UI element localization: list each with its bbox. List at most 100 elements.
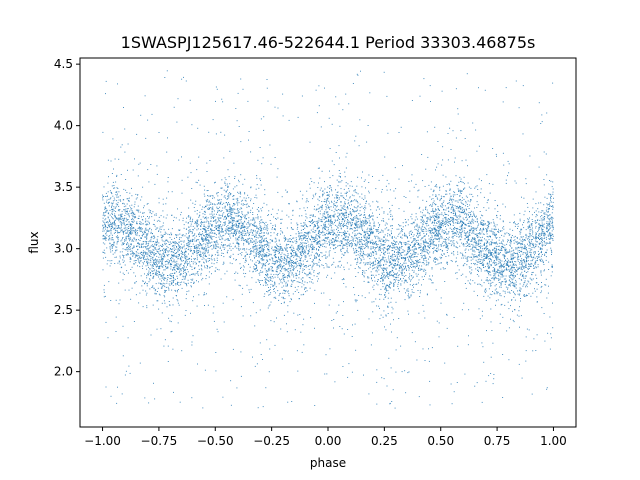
data-point: [204, 189, 206, 191]
data-point: [167, 259, 169, 261]
data-point: [123, 221, 125, 223]
data-point: [405, 279, 407, 281]
data-point: [130, 244, 132, 246]
data-point: [295, 261, 297, 263]
data-point: [110, 300, 112, 301]
data-point: [520, 240, 522, 242]
data-point: [497, 257, 499, 259]
data-point: [386, 179, 388, 181]
data-point: [267, 249, 269, 251]
data-point: [405, 392, 407, 394]
data-point: [244, 233, 246, 235]
data-point: [326, 226, 328, 228]
data-point: [130, 225, 132, 226]
data-point: [172, 241, 174, 243]
data-point: [402, 251, 404, 253]
data-point: [341, 235, 343, 237]
data-point: [446, 250, 448, 251]
data-point: [363, 230, 365, 232]
data-point: [476, 274, 478, 275]
data-point: [253, 246, 255, 248]
data-point: [497, 278, 499, 279]
data-point: [313, 262, 315, 264]
data-point: [508, 259, 510, 261]
data-point: [105, 80, 107, 82]
data-point: [205, 236, 207, 238]
data-point: [164, 277, 166, 279]
data-point: [435, 225, 437, 227]
data-point: [222, 263, 224, 265]
data-point: [161, 302, 163, 304]
data-point: [311, 243, 313, 245]
data-point: [401, 244, 403, 246]
data-point: [161, 312, 163, 314]
data-point: [483, 260, 485, 261]
data-point: [259, 227, 261, 228]
data-point: [172, 281, 174, 283]
data-point: [170, 259, 172, 261]
data-point: [380, 243, 382, 245]
data-point: [106, 210, 108, 212]
data-point: [490, 282, 492, 284]
data-point: [333, 204, 335, 206]
data-point: [314, 289, 316, 291]
data-point: [134, 232, 136, 234]
data-point: [300, 260, 302, 262]
data-point: [146, 234, 148, 236]
data-point: [164, 269, 166, 271]
data-point: [310, 244, 312, 246]
data-point: [212, 197, 213, 199]
data-point: [325, 207, 327, 209]
data-point: [382, 257, 384, 258]
data-point: [224, 181, 226, 183]
data-point: [487, 226, 489, 228]
data-point: [526, 257, 528, 259]
data-point: [265, 225, 267, 227]
data-point: [139, 223, 141, 225]
data-point: [122, 217, 124, 219]
data-point: [461, 223, 463, 225]
data-point: [478, 241, 480, 243]
data-point: [316, 112, 318, 114]
data-point: [141, 257, 143, 259]
data-point: [262, 259, 264, 261]
data-point: [341, 279, 343, 281]
data-point: [278, 257, 279, 259]
data-point: [413, 256, 415, 258]
data-point: [541, 226, 543, 228]
data-point: [376, 229, 378, 230]
data-point: [496, 293, 498, 295]
data-point: [130, 207, 132, 209]
data-point: [456, 200, 458, 202]
data-point: [327, 211, 329, 213]
data-point: [265, 274, 266, 275]
data-point: [318, 211, 319, 213]
data-point: [203, 262, 205, 264]
data-point: [531, 223, 533, 225]
data-point: [339, 266, 341, 268]
data-point: [282, 115, 284, 117]
data-point: [211, 211, 213, 213]
data-point: [375, 247, 377, 249]
data-point: [527, 271, 529, 273]
data-point: [345, 199, 347, 200]
data-point: [338, 181, 340, 183]
data-point: [111, 216, 112, 218]
data-point: [215, 352, 217, 353]
data-point: [479, 262, 481, 264]
data-point: [330, 224, 332, 226]
data-point: [341, 212, 343, 214]
data-point: [528, 266, 530, 268]
data-point: [148, 231, 150, 233]
data-point: [526, 260, 527, 261]
data-point: [333, 206, 334, 208]
data-point: [497, 263, 499, 265]
data-point: [378, 261, 380, 262]
data-point: [276, 267, 278, 269]
data-point: [468, 246, 470, 247]
data-point: [204, 251, 206, 253]
data-point: [310, 264, 311, 266]
data-point: [119, 251, 121, 253]
data-point: [474, 264, 476, 266]
data-point: [203, 253, 205, 255]
